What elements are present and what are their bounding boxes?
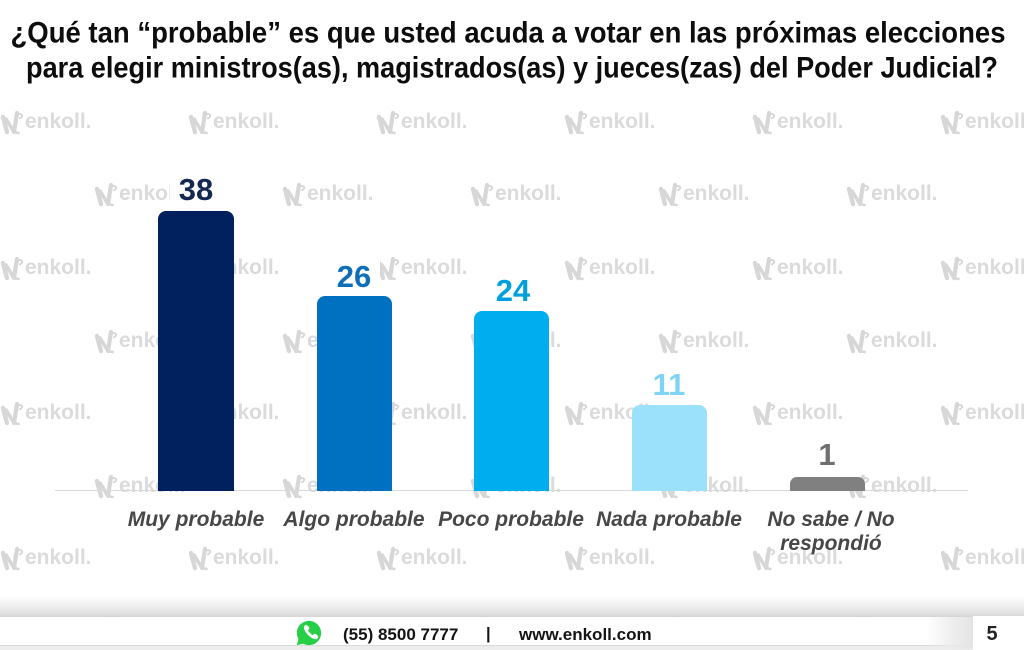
svg-text:para elegir ministros(as), mag: para elegir ministros(as), magistrados(a… bbox=[26, 52, 998, 85]
svg-text:¿Qué tan “probable” es que ust: ¿Qué tan “probable” es que usted acuda a… bbox=[11, 17, 1006, 50]
